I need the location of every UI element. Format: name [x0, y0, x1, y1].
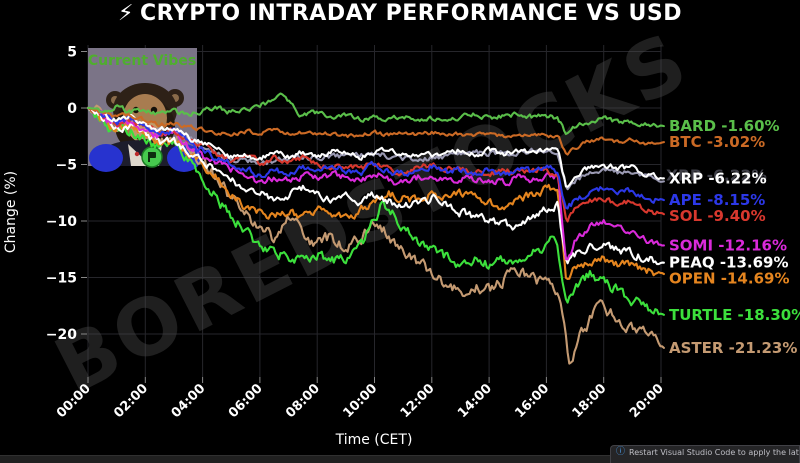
series-label-XRP: XRP -6.22%: [669, 169, 767, 187]
y-tick-label: −5: [56, 158, 77, 174]
series-label-SOMI: SOMI -12.16%: [669, 236, 787, 254]
x-tick-label: 12:00: [398, 381, 438, 421]
series-line-TURTLE: [86, 106, 665, 316]
token-badge-icon: [141, 146, 163, 168]
window-bottom-strip: [0, 455, 800, 463]
x-tick-label: 16:00: [512, 381, 552, 421]
series-label-PEAQ: PEAQ -13.69%: [669, 254, 789, 272]
series-label-BTC: BTC -3.02%: [669, 133, 765, 151]
series-line-BARD: [86, 92, 665, 136]
chart-title: ⚡ CRYPTO INTRADAY PERFORMANCE VS USD: [0, 1, 800, 26]
occluded-label-behind: XRP -6.22%: [666, 166, 767, 184]
x-tick-label: 10:00: [340, 381, 380, 421]
y-tick-label: −20: [46, 327, 77, 343]
info-icon: ⓘ: [616, 447, 626, 457]
toast-message: Restart Visual Studio Code to apply the …: [629, 448, 799, 457]
y-tick-label: −10: [46, 214, 77, 230]
series-line-SOMI: [86, 106, 665, 261]
x-tick-label: 14:00: [455, 381, 495, 421]
series-label-APE: APE -8.15%: [669, 191, 765, 209]
series-label-SOL: SOL -9.40%: [669, 207, 766, 225]
x-axis-title: Time (CET): [335, 432, 413, 448]
series-lines: [86, 92, 665, 365]
lightning-bolt-icon: ⚡: [117, 1, 134, 26]
vscode-update-toast[interactable]: ⓘ Restart Visual Studio Code to apply th…: [610, 445, 800, 463]
series-label-ASTER: ASTER -21.23%: [669, 339, 797, 357]
series-labels: BARD -1.60%BTC -3.02%XRP -6.22%XRP -6.22…: [666, 117, 800, 357]
x-tick-label: 18:00: [570, 381, 610, 421]
x-tick-label: 08:00: [283, 381, 323, 421]
grid-lines: [87, 45, 662, 377]
y-tick-label: −15: [46, 271, 77, 287]
series-line-PEAQ: [86, 106, 665, 266]
series-label-OPEN: OPEN -14.69%: [669, 270, 789, 288]
x-tick-label: 06:00: [226, 381, 266, 421]
series-label-BARD: BARD -1.60%: [669, 117, 780, 135]
y-tick-label: 0: [67, 101, 77, 117]
series-label-TURTLE: TURTLE -18.30%: [669, 306, 800, 324]
y-tick-label: 5: [67, 45, 77, 61]
x-tick-label: 20:00: [627, 381, 667, 421]
y-axis-title: Change (%): [3, 171, 19, 253]
series-line-BTC: [86, 106, 665, 156]
series-line-XRP: [86, 106, 665, 188]
inset-caption: Current Vibes: [88, 53, 196, 69]
x-tick-label: 04:00: [169, 381, 209, 421]
chart-title-text: CRYPTO INTRADAY PERFORMANCE VS USD: [139, 1, 683, 26]
